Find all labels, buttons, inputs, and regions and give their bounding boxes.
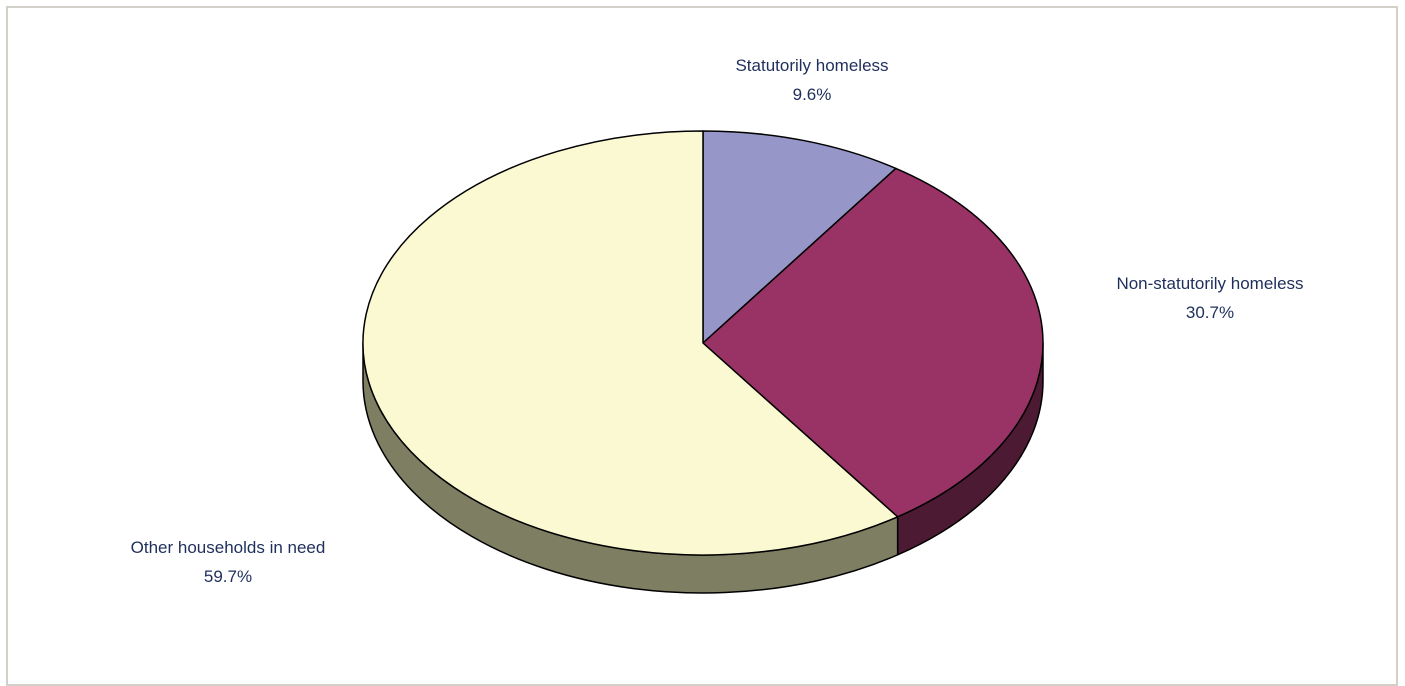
pie-slice-statutorily-homeless (702, 130, 897, 344)
pie-top (362, 130, 1044, 556)
pie-slice-other-households-in-need (362, 130, 899, 556)
slice-label-non-statutorily: Non-statutorily homeless (1116, 274, 1303, 293)
slice-label-other-households: Other households in need (131, 538, 326, 557)
slice-value-statutorily: 9.6% (793, 85, 832, 104)
pie-slice-non-statutorily-homeless (702, 167, 1044, 518)
pie-labels: Statutorily homeless 9.6% Non-statutoril… (131, 56, 1304, 586)
slice-label-statutorily: Statutorily homeless (735, 56, 888, 75)
slice-value-non-statutorily: 30.7% (1186, 303, 1234, 322)
slice-value-other-households: 59.7% (204, 567, 252, 586)
